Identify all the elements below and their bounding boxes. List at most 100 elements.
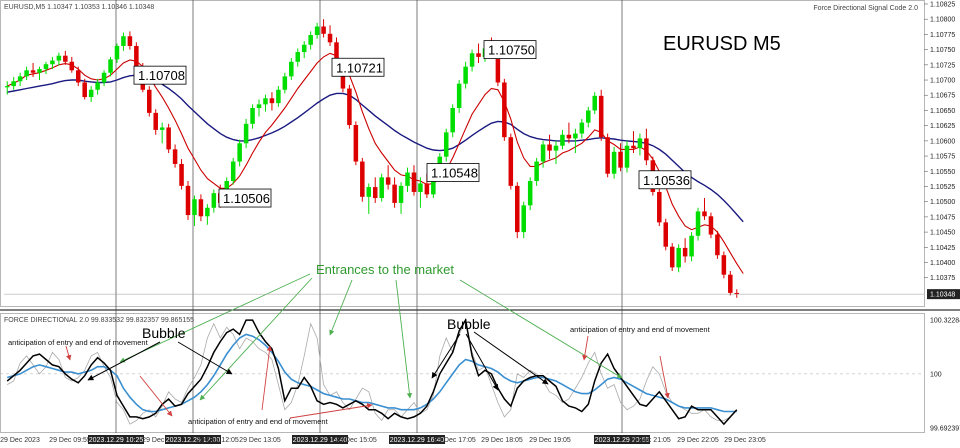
candle-body [295,52,301,62]
bubble-arrow [87,341,161,381]
anticipation-arrow [289,403,373,419]
anticipation-label-3: anticipation of entry and end of movemen… [188,417,329,426]
price-tick-label: 1.10500 [930,199,955,206]
candle-body [560,134,565,146]
candle-body [366,187,372,197]
candle-body [276,89,281,104]
candle-body [443,132,449,157]
price-tick-label: 1.10450 [930,230,955,237]
anticipation-arrow [659,355,670,399]
price-tick-label: 1.10800 [930,17,955,24]
time-label: 2023.12.29 12:00 [166,437,221,444]
time-label: 2023.12.29 16:40 [390,437,445,444]
candle-body [17,76,23,82]
anticipation-arrow [261,345,273,411]
candle-body [566,134,572,139]
time-label: 29 Dec 22:05 [677,437,719,444]
candle-body [611,151,617,174]
candle-body [411,172,417,192]
ma-slow-line [7,74,744,223]
bubble-label-1: Bubble [142,325,186,341]
indicator-gray-line [7,318,731,425]
candle-body [624,145,630,168]
candle-body [308,35,313,45]
candle-body [676,247,681,268]
indicator-label: Force Directional Signal Code 2.0 [813,5,918,12]
price-callout-label: 1.10536 [643,173,690,188]
current-price-label: 1.10348 [930,292,955,299]
price-callout-label: 1.10721 [336,60,383,75]
entrances-label: Entrances to the market [316,262,454,277]
anticipation-arrow [65,345,72,361]
candle-body [134,45,139,67]
candle-body [127,36,133,46]
price-callout-label: 1.10506 [223,191,270,206]
price-tick-label: 1.10425 [930,245,955,252]
price-callout-label: 1.10548 [431,165,478,180]
candle-body [372,187,378,199]
price-tick-label: 1.10825 [930,2,955,9]
candle-body [547,144,552,151]
candle-body [88,89,94,98]
candle-body [689,235,694,257]
bubble-arrow [431,333,461,379]
price-callout-label: 1.10750 [488,43,535,58]
candle-body [418,183,423,192]
candle-body [101,72,107,83]
candle-body [69,61,75,71]
candle-body [469,53,475,67]
time-label: 29 Dec 10:55 [142,437,184,444]
time-label-highlight [165,435,221,444]
candle-body [121,36,126,46]
candle-body [540,144,546,162]
candle-body [192,199,197,216]
candle-body [179,163,184,186]
candle-body [495,52,501,83]
indicator-panel-frame [0,313,925,433]
candle-body [385,177,391,185]
price-tick-label: 1.10650 [930,108,955,115]
time-label: 2023.12.29 14:40 [293,437,348,444]
price-callout-box [426,163,480,182]
entrance-arrow [329,279,353,336]
candle-body [476,53,481,57]
candle-body [205,207,210,217]
candle-body [728,274,733,293]
candle-body [37,69,42,73]
price-tick-label: 1.10550 [930,169,955,176]
bubble-arrow [177,341,233,375]
anticipation-label-2: anticipation of entry and end of movemen… [570,325,711,334]
time-label: 29 Dec 17:05 [434,437,476,444]
time-label-highlight [389,435,445,444]
time-label: 29 Dec 09:55 [49,437,91,444]
price-axis: 1.10825 1.10800 1.10775 1.10750 1.10725 1.107… [4,2,960,300]
time-label: 2023.12.29 20:55 [595,437,650,444]
candle-body [708,216,714,235]
anticipation-label-1: anticipation of entry and end of movemen… [8,338,149,347]
price-tick-label: 1.10625 [930,123,955,130]
candle-body [586,110,591,123]
candle-body [598,95,604,138]
time-label: 29 Dec 2023 [0,437,40,444]
indicator-tick-label: 99.692397 [930,426,960,433]
candle-body [715,234,720,256]
candle-body [502,82,507,138]
candle-body [360,161,365,197]
candle-body [172,149,178,164]
candle-body [50,60,55,65]
candle-body [579,122,585,134]
candle-body [237,143,242,162]
time-label: 29 Dec 12:05 [197,437,239,444]
price-callout-box [133,65,187,85]
candle-body [211,193,217,208]
entrance-arrow [199,277,313,401]
entrance-arrow [119,273,311,363]
chart-title: EURUSD M5 [663,33,781,55]
price-tick-label: 1.10575 [930,154,955,161]
candle-body [63,55,68,62]
candle-body [398,185,404,203]
candle-body [327,33,333,43]
candle-body [321,26,326,34]
time-label-highlight [594,435,650,444]
price-tick-label: 1.10700 [930,78,955,85]
